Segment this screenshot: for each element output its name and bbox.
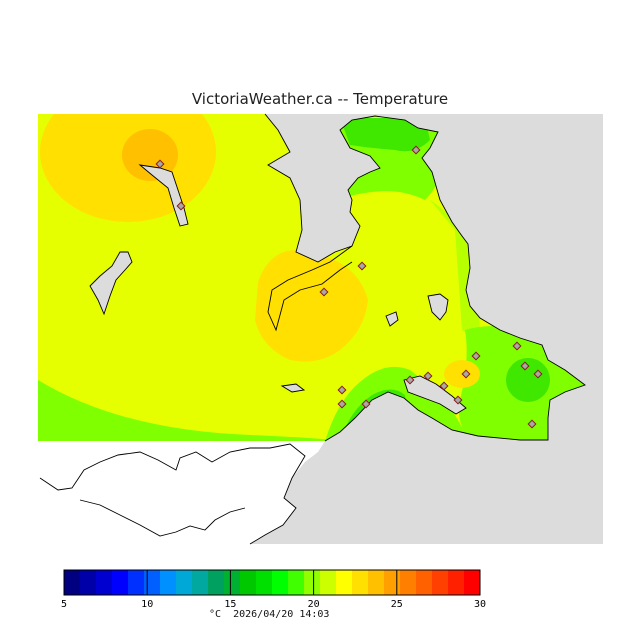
colorbar-cell — [432, 570, 449, 595]
colorbar-cell — [320, 570, 337, 595]
colorbar-cell — [176, 570, 193, 595]
station-marker — [411, 145, 421, 155]
station-marker — [361, 399, 371, 409]
colorbar-cell — [192, 570, 209, 595]
southern-coastline — [39, 443, 306, 545]
colorbar-tick-label: 30 — [474, 599, 486, 610]
southern-coastline-2 — [79, 499, 246, 537]
station-marker — [337, 399, 347, 409]
colorbar-cell — [368, 570, 385, 595]
colorbar-cell — [64, 570, 81, 595]
island-northwest-spit — [138, 164, 189, 227]
colorbar-tick-label: 15 — [224, 599, 236, 610]
station-marker — [527, 419, 537, 429]
station-marker — [461, 369, 471, 379]
colorbar-tick-label: 10 — [141, 599, 153, 610]
no-data-region — [38, 441, 325, 544]
station-marker — [471, 351, 481, 361]
coastline — [264, 113, 586, 442]
island-east — [427, 293, 449, 321]
station-marker — [453, 395, 463, 405]
map-title: VictoriaWeather.ca -- Temperature — [191, 90, 449, 108]
colorbar-cell — [208, 570, 225, 595]
colorbar-cell — [448, 570, 465, 595]
colorbar-cell — [336, 570, 353, 595]
station-marker — [439, 381, 449, 391]
island-small — [385, 311, 399, 327]
station-marker — [405, 375, 415, 385]
colorbar-cell — [240, 570, 257, 595]
station-marker — [533, 369, 543, 379]
station-marker — [520, 361, 530, 371]
colorbar-cell — [80, 570, 97, 595]
station-marker — [337, 385, 347, 395]
colorbar-cell — [144, 570, 161, 595]
colorbar-cell — [112, 570, 129, 595]
timestamp: 2026/04/20 14:03 — [233, 609, 330, 620]
colorbar-tick-label: 25 — [391, 599, 403, 610]
colorbar-cell — [160, 570, 177, 595]
colorbar-cell — [400, 570, 417, 595]
colorbar-cell — [272, 570, 289, 595]
station-marker — [423, 371, 433, 381]
colorbar-cell — [288, 570, 305, 595]
colorbar-cell — [256, 570, 273, 595]
colorbar-cell — [352, 570, 369, 595]
colorbar-cell — [128, 570, 145, 595]
station-marker — [155, 159, 165, 169]
colorbar-tick-label: 20 — [308, 599, 320, 610]
colorbar-cell — [384, 570, 401, 595]
island-south — [280, 383, 306, 393]
colorbar-cell — [304, 570, 321, 595]
timestamp-line: °C 2026/04/20 14:03 — [209, 609, 329, 620]
station-marker — [357, 261, 367, 271]
island-west — [89, 251, 133, 316]
colorbar-tick-label: 5 — [61, 599, 67, 610]
station-marker — [512, 341, 522, 351]
unit-label: °C — [209, 609, 222, 620]
inlet-coastline — [267, 245, 353, 332]
station-marker — [319, 287, 329, 297]
colorbar-cell — [96, 570, 113, 595]
colorbar-cell — [416, 570, 433, 595]
colorbar-cell — [464, 570, 481, 595]
station-markers — [155, 145, 543, 429]
colorbar-cell — [224, 570, 241, 595]
station-marker — [176, 201, 186, 211]
